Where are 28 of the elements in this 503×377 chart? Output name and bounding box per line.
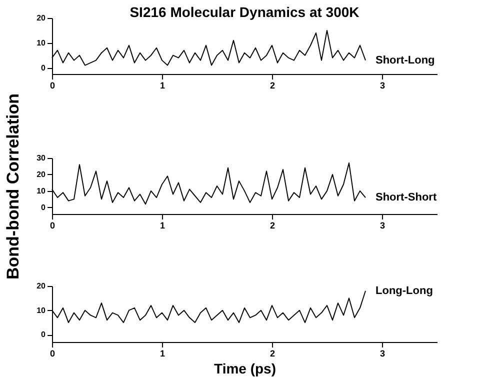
y-tick-label: 10: [36, 186, 46, 196]
x-tick-label: 3: [380, 80, 386, 90]
series-label: Short-Long: [376, 54, 435, 66]
series-label: Long-Long: [376, 284, 433, 297]
x-tick-label: 2: [270, 348, 276, 358]
x-tick-label: 0: [50, 220, 56, 230]
y-tick-label: 20: [36, 14, 46, 22]
x-tick-label: 1: [160, 348, 166, 358]
y-tick-label: 20: [36, 170, 46, 179]
x-tick-label: 1: [160, 80, 166, 90]
y-tick-label: 10: [36, 306, 46, 315]
x-tick-label: 2: [270, 80, 276, 90]
x-tick-label: 1: [160, 220, 166, 230]
y-tick-label: 10: [36, 38, 46, 48]
y-tick-label: 30: [36, 154, 46, 162]
x-axis-title: Time (ps): [214, 360, 276, 376]
x-tick-label: 0: [50, 80, 56, 90]
x-tick-label: 2: [270, 220, 276, 230]
y-tick-label: 20: [36, 282, 46, 290]
x-tick-label: 3: [380, 348, 386, 358]
chart-title: SI216 Molecular Dynamics at 300K: [130, 4, 360, 20]
x-tick-label: 3: [380, 220, 386, 230]
x-tick-label: 0: [50, 348, 56, 358]
y-tick-label: 0: [41, 63, 46, 72]
y-tick-label: 0: [41, 202, 46, 212]
series-label: Short-Short: [376, 192, 437, 204]
y-tick-label: 0: [41, 330, 46, 340]
y-axis-title: Bond-bond Correlation: [4, 93, 23, 280]
